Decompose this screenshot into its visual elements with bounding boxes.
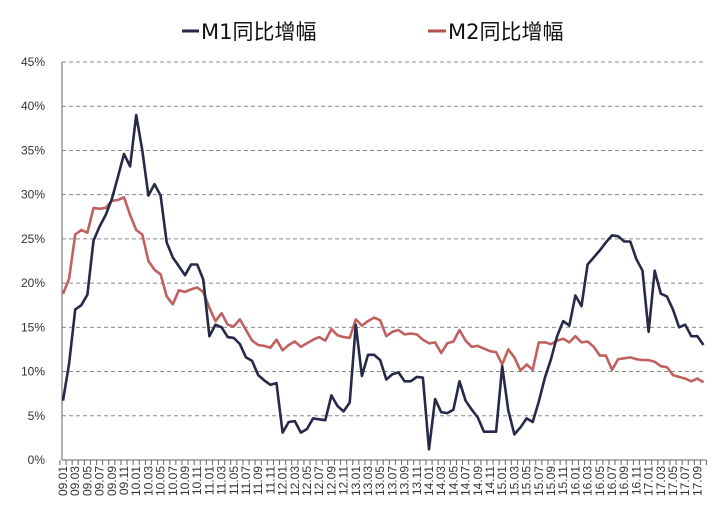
x-tick-label: 12.05 [300,466,314,496]
x-tick-label: 14.03 [434,466,448,496]
x-tick-label: 10.01 [129,466,143,496]
x-tick-label: 10.03 [141,466,155,496]
x-tick-label: 14.11 [483,466,497,495]
x-tick-label: 11.03 [215,466,229,495]
series-line-m1 [61,113,705,451]
x-tick-label: 09.07 [93,466,107,496]
x-axis-ticks: 09.0109.0309.0509.0709.0909.1110.0110.03… [56,466,704,496]
x-tick-label: 17.03 [654,466,668,496]
x-tick-label: 16.05 [593,466,607,496]
y-tick-label: 15% [21,320,45,334]
series-lines [61,113,705,451]
x-tick-label: 09.09 [105,466,119,496]
legend: M1同比增幅 M2同比增幅 [182,20,563,44]
x-tick-label: 13.09 [398,466,412,496]
x-tick-label: 12.03 [288,466,302,496]
y-tick-label: 30% [21,188,45,202]
y-tick-label: 5% [28,409,46,423]
x-tick-label: 10.11 [190,466,204,495]
x-tick-label: 10.05 [154,466,168,496]
x-tick-label: 16.11 [629,466,643,495]
y-tick-label: 20% [21,276,45,290]
x-tick-label: 09.05 [80,466,94,496]
x-tick-label: 12.11 [337,466,351,495]
y-tick-label: 35% [21,143,45,157]
x-tick-label: 09.03 [68,466,82,496]
x-tick-label: 10.09 [178,466,192,496]
x-tick-label: 12.01 [276,466,290,496]
y-tick-label: 10% [21,365,45,379]
x-tick-label: 09.11 [117,466,131,495]
x-tick-label: 17.07 [678,466,692,496]
axes [59,62,708,465]
x-tick-label: 14.01 [422,466,436,496]
legend-label-m1: M1同比增幅 [201,20,316,44]
y-axis-ticks: 0% 5% 10% 15% 20% 25% 30% 35% 40% 45% [21,55,45,467]
x-tick-label: 11.11 [263,466,277,495]
x-tick-label: 14.07 [459,466,473,496]
x-tick-label: 13.05 [373,466,387,496]
x-tick-label: 10.07 [166,466,180,496]
x-tick-label: 16.09 [617,466,631,496]
x-tick-label: 11.07 [239,466,253,495]
x-tick-label: 11.01 [202,466,216,495]
x-tick-label: 12.07 [312,466,326,496]
x-tick-label: 15.05 [520,466,534,496]
x-tick-label: 15.09 [544,466,558,496]
x-tick-label: 13.07 [385,466,399,496]
y-tick-label: 40% [21,99,45,113]
x-tick-label: 15.03 [507,466,521,496]
x-tick-label: 11.05 [227,466,241,495]
series-line-m2 [61,196,705,384]
y-tick-label: 25% [21,232,45,246]
x-tick-label: 12.09 [324,466,338,496]
x-tick-label: 16.07 [605,466,619,496]
y-tick-label: 0% [28,453,46,467]
x-tick-label: 13.03 [361,466,375,496]
legend-label-m2: M2同比增幅 [448,20,563,44]
x-tick-label: 11.09 [251,466,265,495]
x-tick-label: 16.03 [581,466,595,496]
y-tick-label: 45% [21,55,45,69]
x-tick-label: 13.01 [349,466,363,496]
x-tick-label: 14.05 [446,466,460,496]
x-tick-label: 15.07 [532,466,546,496]
x-tick-label: 15.11 [556,466,570,495]
x-tick-label: 17.09 [690,466,704,496]
x-tick-label: 17.05 [666,466,680,496]
x-tick-label: 09.01 [56,466,70,496]
x-tick-label: 15.01 [495,466,509,496]
x-tick-label: 14.09 [471,466,485,496]
x-tick-label: 13.11 [410,466,424,495]
x-tick-label: 17.01 [642,466,656,496]
x-tick-label: 16.01 [568,466,582,496]
